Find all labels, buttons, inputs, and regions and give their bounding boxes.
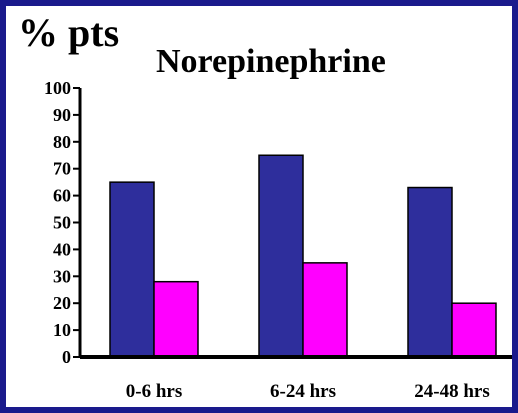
y-tick-label: 50 bbox=[53, 213, 71, 233]
y-tick-label: 70 bbox=[53, 159, 71, 179]
x-category-label: 0-6 hrs bbox=[126, 381, 182, 402]
y-tick-label: 100 bbox=[44, 78, 71, 98]
y-tick-label: 20 bbox=[53, 293, 71, 313]
bars bbox=[109, 154, 497, 358]
y-tick-label: 40 bbox=[53, 239, 71, 259]
bar-series-2-2 bbox=[302, 262, 348, 358]
bar-series-2-3 bbox=[451, 302, 497, 358]
bar-series-1-2 bbox=[258, 154, 304, 358]
y-tick-label: 60 bbox=[53, 186, 71, 206]
bar-series-1-1 bbox=[109, 181, 155, 358]
y-tick-label: 0 bbox=[62, 347, 71, 367]
chart-frame: % pts Norepinephrine 0 10 20 30 40 50 60 70 80 90… bbox=[6, 6, 512, 407]
y-axis-label: % pts bbox=[18, 10, 120, 55]
y-tick-label: 90 bbox=[53, 105, 71, 125]
x-category-label: 6-24 hrs bbox=[270, 381, 336, 402]
chart-title: Norepinephrine bbox=[156, 43, 386, 80]
y-tick-label: 10 bbox=[53, 320, 71, 340]
x-category-label: 24-48 hrs bbox=[414, 381, 489, 402]
y-axis-ticks: 0 10 20 30 40 50 60 70 80 90 100 bbox=[44, 78, 80, 367]
bar-chart: 0 10 20 30 40 50 60 70 80 90 100 0-6 hrs 6-24 hrs 24… bbox=[44, 78, 512, 402]
y-tick-label: 30 bbox=[53, 266, 71, 286]
bar-series-1-3 bbox=[407, 186, 453, 358]
bar-series-2-1 bbox=[153, 280, 199, 358]
y-tick-label: 80 bbox=[53, 132, 71, 152]
x-axis-categories: 0-6 hrs 6-24 hrs 24-48 hrs bbox=[126, 381, 490, 402]
